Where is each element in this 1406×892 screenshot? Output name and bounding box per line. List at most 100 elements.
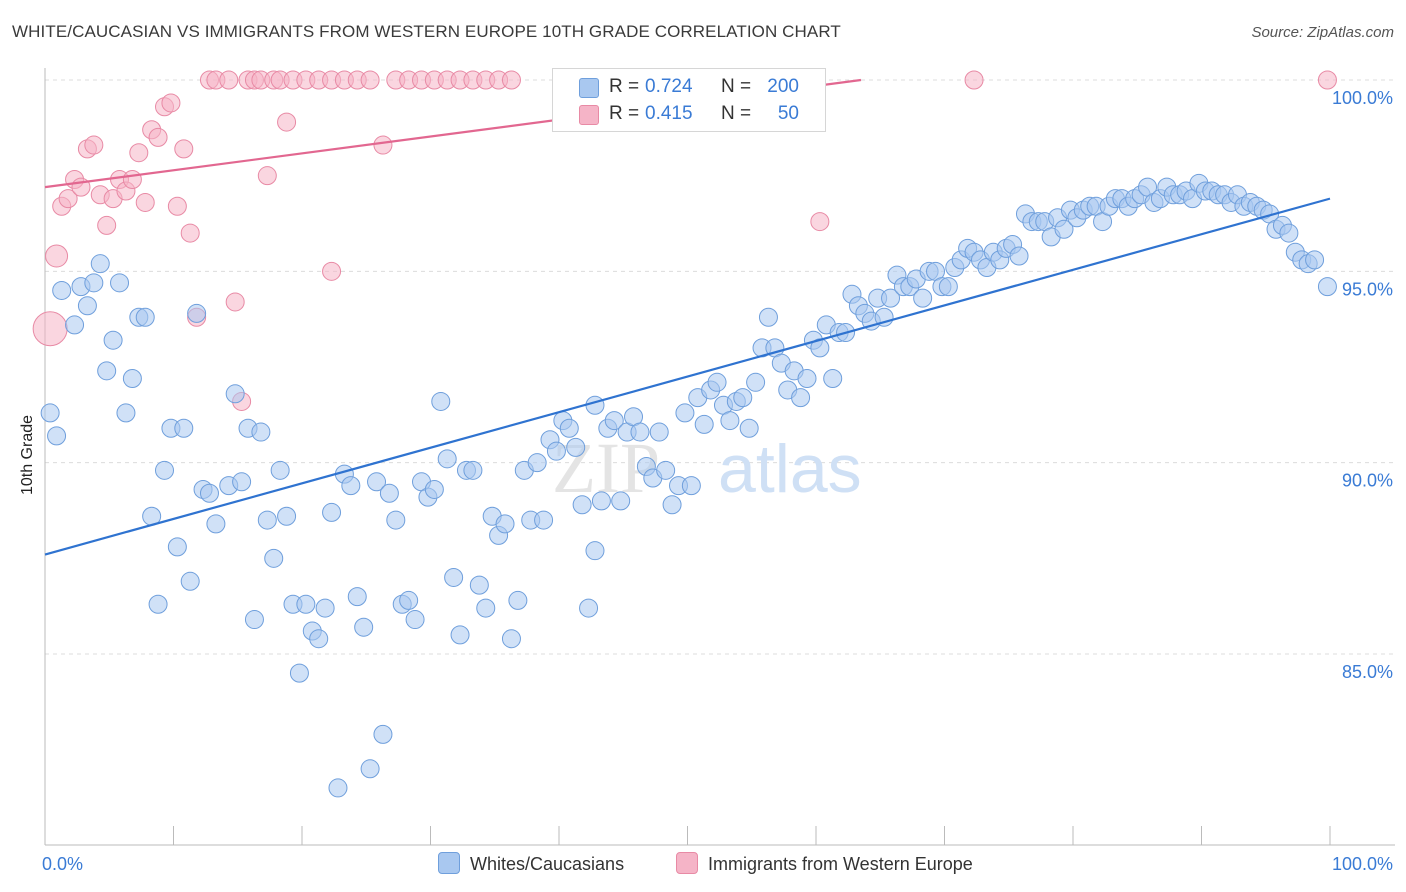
immigrants-point	[277, 112, 297, 132]
whites-point	[77, 296, 97, 316]
whites-point	[354, 617, 374, 637]
series-whites-points	[40, 173, 1337, 798]
bottom-legend-immigrants: Immigrants from Western Europe	[676, 852, 973, 875]
whites-point	[546, 441, 566, 461]
whites-point	[758, 307, 778, 327]
immigrants-point	[97, 215, 117, 235]
y-tick-label: 95.0%	[1342, 279, 1393, 299]
source-label: Source: ZipAtlas.com	[1251, 24, 1394, 41]
bottom-legend-swatch-whites	[438, 852, 460, 874]
immigrants-point	[964, 70, 984, 90]
whites-point	[611, 491, 631, 511]
whites-point	[110, 273, 130, 293]
y-tick-label: 100.0%	[1332, 88, 1393, 108]
whites-point	[527, 453, 547, 473]
immigrants-point	[135, 192, 155, 212]
whites-point	[289, 663, 309, 683]
axes	[44, 68, 1395, 846]
whites-point	[116, 403, 136, 423]
whites-trend-line	[44, 197, 1331, 556]
whites-point	[630, 422, 650, 442]
whites-point	[938, 277, 958, 297]
whites-point	[797, 368, 817, 388]
immigrants-point	[45, 244, 69, 268]
legend-r-label: R =	[609, 103, 640, 124]
legend-r-label: R =	[609, 76, 640, 97]
immigrants-point	[360, 70, 380, 90]
whites-point	[662, 495, 682, 515]
whites-point	[167, 537, 187, 557]
immigrants-point	[84, 135, 104, 155]
whites-point	[90, 254, 110, 274]
whites-point	[733, 388, 753, 408]
legend-n-value: 50	[777, 103, 799, 124]
whites-point	[264, 548, 284, 568]
whites-point	[681, 476, 701, 496]
whites-point	[47, 426, 67, 446]
whites-point	[328, 778, 348, 798]
whites-point	[309, 629, 329, 649]
whites-point	[399, 590, 419, 610]
whites-point	[1279, 223, 1299, 243]
whites-point	[1054, 219, 1074, 239]
whites-point	[174, 418, 194, 438]
immigrants-point	[180, 223, 200, 243]
whites-point	[566, 437, 586, 457]
whites-point	[347, 587, 367, 607]
whites-point	[1317, 277, 1337, 297]
whites-point	[180, 571, 200, 591]
whites-point	[277, 506, 297, 526]
whites-point	[675, 403, 695, 423]
whites-point	[585, 541, 605, 561]
whites-point	[1009, 246, 1029, 266]
whites-point	[232, 472, 252, 492]
immigrants-point	[501, 70, 521, 90]
x-tick-label: 100.0%	[1332, 854, 1393, 874]
legend-n-label: N =	[721, 76, 752, 97]
legend-swatch-immigrants	[579, 105, 599, 125]
whites-point	[463, 460, 483, 480]
legend-swatch-whites	[579, 78, 599, 98]
whites-point	[206, 514, 226, 534]
whites-point	[405, 610, 425, 630]
whites-point	[122, 368, 142, 388]
watermark-atlas: atlas	[718, 431, 862, 507]
whites-point	[386, 510, 406, 530]
immigrants-point	[129, 143, 149, 163]
bottom-legend-label-whites: Whites/Caucasians	[470, 854, 625, 874]
immigrants-point	[1317, 70, 1337, 90]
whites-point	[791, 388, 811, 408]
whites-point	[508, 590, 528, 610]
whites-point	[572, 495, 592, 515]
whites-point	[437, 449, 457, 469]
whites-point	[187, 303, 207, 323]
immigrants-point	[32, 311, 68, 347]
whites-point	[559, 418, 579, 438]
whites-point	[341, 476, 361, 496]
immigrants-point	[58, 189, 78, 209]
legend-n-label: N =	[721, 103, 752, 124]
whites-point	[656, 460, 676, 480]
whites-point	[746, 372, 766, 392]
series-immigrants-points	[32, 70, 1337, 411]
whites-point	[913, 288, 933, 308]
whites-point	[379, 483, 399, 503]
y-tick-label: 85.0%	[1342, 662, 1393, 682]
whites-point	[296, 594, 316, 614]
whites-point	[534, 510, 554, 530]
whites-point	[373, 724, 393, 744]
legend-r-value: 0.724	[645, 76, 693, 97]
whites-point	[103, 330, 123, 350]
y-axis-label: 10th Grade	[19, 414, 36, 496]
whites-point	[469, 575, 489, 595]
whites-point	[155, 460, 175, 480]
whites-point	[823, 368, 843, 388]
immigrants-point	[122, 169, 142, 189]
whites-point	[65, 315, 85, 335]
whites-point	[52, 280, 72, 300]
whites-point	[40, 403, 60, 423]
whites-point	[604, 411, 624, 431]
whites-point	[424, 479, 444, 499]
immigrants-point	[148, 127, 168, 147]
